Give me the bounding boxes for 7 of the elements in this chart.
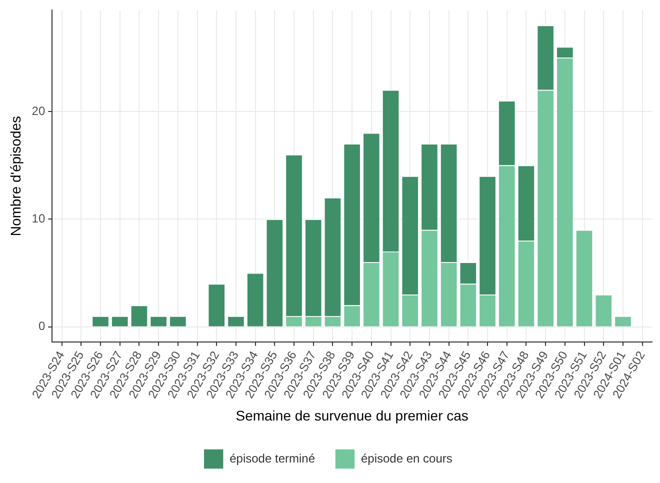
y-axis-title: Nombre d'épisodes <box>7 116 24 236</box>
y-tick-label: 20 <box>32 104 46 118</box>
y-tick-label: 0 <box>38 319 46 334</box>
y-tick-label: 10 <box>32 211 46 226</box>
legend-label: épisode terminé <box>230 451 316 466</box>
x-axis-title: Semaine de survenue du premier cas <box>236 407 468 424</box>
legend-label: épisode en cours <box>360 451 452 466</box>
